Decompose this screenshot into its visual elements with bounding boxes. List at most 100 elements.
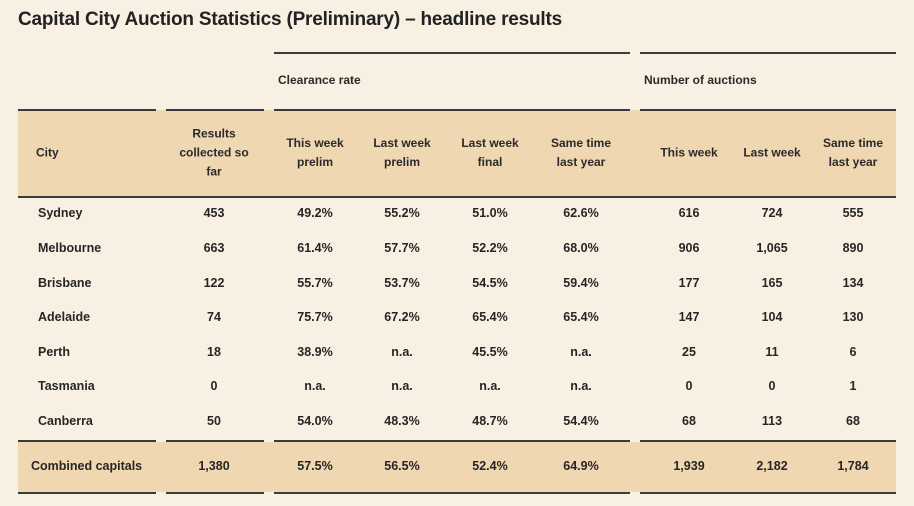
total-top-rule <box>166 440 264 442</box>
table-cell: 52.2% <box>472 241 508 255</box>
total-cell: 64.9% <box>563 459 599 473</box>
table-cell: 65.4% <box>472 310 508 324</box>
table-cell: 65.4% <box>563 310 599 324</box>
table-cell: 54.5% <box>472 276 508 290</box>
table-cell: 55.2% <box>384 206 420 220</box>
total-bottom-rule <box>274 492 630 494</box>
total-band <box>18 442 896 492</box>
table-cell: 177 <box>678 276 700 290</box>
table-cell: 130 <box>842 310 864 324</box>
table-cell: 1 <box>849 379 857 393</box>
table-cell: 122 <box>203 276 225 290</box>
row-city-name: Perth <box>38 345 70 359</box>
table-cell: 54.0% <box>297 414 333 428</box>
table-cell: 906 <box>678 241 700 255</box>
total-top-rule <box>274 440 630 442</box>
col-header-auctions-this-week: This week <box>660 145 718 160</box>
table-cell: 453 <box>203 206 225 220</box>
table-cell: 48.3% <box>384 414 420 428</box>
table-cell: 68 <box>682 414 696 428</box>
table-cell: 75.7% <box>297 310 333 324</box>
col-header-same-time-last-year-rate: Same time last year <box>550 136 612 169</box>
table-cell: 74 <box>207 310 221 324</box>
col-header-this-week-prelim: This week prelim <box>286 136 344 169</box>
table-cell: 616 <box>678 206 700 220</box>
table-cell: n.a. <box>391 379 413 393</box>
table-cell: n.a. <box>570 379 592 393</box>
table-cell: 51.0% <box>472 206 508 220</box>
table-cell: 48.7% <box>472 414 508 428</box>
table-cell: 663 <box>203 241 225 255</box>
table-cell: 11 <box>765 345 779 359</box>
header-bottom-rule <box>18 196 896 198</box>
group-rule-auctions <box>640 52 896 54</box>
total-cell: 1,784 <box>837 459 869 473</box>
col-header-last-week-final: Last week final <box>461 136 519 169</box>
table-cell: 6 <box>849 345 857 359</box>
table-cell: 67.2% <box>384 310 420 324</box>
table-title: Capital City Auction Statistics (Prelimi… <box>18 9 562 30</box>
group-label-number-of-auctions: Number of auctions <box>644 73 757 87</box>
table-cell: 57.7% <box>384 241 420 255</box>
table-cell: n.a. <box>479 379 501 393</box>
total-top-rule <box>640 440 896 442</box>
table-cell: 555 <box>842 206 864 220</box>
total-cell: 2,182 <box>756 459 788 473</box>
table-cell: 49.2% <box>297 206 333 220</box>
table-cell: 724 <box>761 206 783 220</box>
table-cell: 25 <box>682 345 696 359</box>
col-header-city: City <box>36 145 59 160</box>
row-city-name: Adelaide <box>38 310 91 324</box>
total-cell: 56.5% <box>384 459 420 473</box>
table-cell: 0 <box>685 379 693 393</box>
table-cell: 104 <box>761 310 783 324</box>
table-cell: n.a. <box>391 345 413 359</box>
header-top-rule <box>640 109 896 111</box>
total-label: Combined capitals <box>31 459 143 473</box>
row-city-name: Tasmania <box>38 379 95 393</box>
table-cell: n.a. <box>304 379 326 393</box>
table-cell: 38.9% <box>297 345 333 359</box>
table-cell: 134 <box>842 276 864 290</box>
table-cell: 62.6% <box>563 206 599 220</box>
total-cell: 1,380 <box>198 459 230 473</box>
table-cell: 54.4% <box>563 414 599 428</box>
total-top-rule <box>18 440 156 442</box>
table-cell: 68 <box>846 414 860 428</box>
header-top-rule <box>18 109 156 111</box>
col-header-results-collected: Results collected so far <box>179 126 249 179</box>
table-cell: 0 <box>768 379 776 393</box>
table-cell: 1,065 <box>756 241 788 255</box>
table-cell: 68.0% <box>563 241 599 255</box>
total-cell: 1,939 <box>673 459 705 473</box>
group-label-clearance-rate: Clearance rate <box>278 73 361 87</box>
total-bottom-rule <box>166 492 264 494</box>
row-city-name: Canberra <box>38 414 93 428</box>
total-bottom-rule <box>18 492 156 494</box>
row-city-name: Brisbane <box>38 276 92 290</box>
total-bottom-rule <box>640 492 896 494</box>
row-city-name: Melbourne <box>38 241 102 255</box>
table-cell: 61.4% <box>297 241 333 255</box>
table-cell: 59.4% <box>563 276 599 290</box>
table-cell: n.a. <box>570 345 592 359</box>
col-header-auctions-last-week: Last week <box>743 145 801 160</box>
table-cell: 53.7% <box>384 276 420 290</box>
header-band <box>18 110 896 196</box>
header-top-rule <box>274 109 630 111</box>
col-header-last-week-prelim: Last week prelim <box>373 136 431 169</box>
table-cell: 147 <box>678 310 700 324</box>
table-cell: 45.5% <box>472 345 508 359</box>
table-cell: 113 <box>761 414 783 428</box>
total-cell: 52.4% <box>472 459 508 473</box>
row-city-name: Sydney <box>38 206 83 220</box>
table-cell: 165 <box>761 276 783 290</box>
table-cell: 18 <box>207 345 221 359</box>
table-cell: 55.7% <box>297 276 333 290</box>
total-cell: 57.5% <box>297 459 333 473</box>
table-cell: 50 <box>207 414 221 428</box>
table-cell: 0 <box>210 379 218 393</box>
table-cell: 890 <box>842 241 864 255</box>
header-top-rule <box>166 109 264 111</box>
group-rule-clearance <box>274 52 630 54</box>
